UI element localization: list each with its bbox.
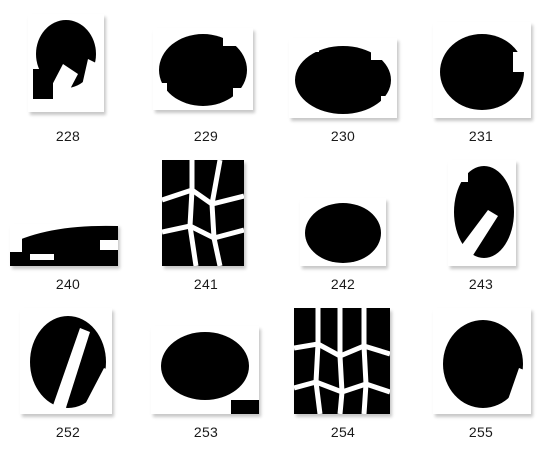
file-item[interactable]: 231 bbox=[418, 10, 544, 156]
file-name: 252 bbox=[55, 424, 81, 440]
thumbnail-image bbox=[151, 326, 259, 414]
file-name: 231 bbox=[468, 128, 494, 144]
thumbnail-image bbox=[153, 28, 253, 110]
thumbnail-image bbox=[162, 160, 244, 266]
file-item[interactable]: 241 bbox=[143, 158, 269, 304]
file-name: 229 bbox=[193, 128, 219, 144]
thumbnail-image bbox=[300, 198, 386, 266]
thumbnail-image bbox=[433, 308, 531, 414]
file-name: 255 bbox=[468, 424, 494, 440]
thumbnail-image bbox=[294, 308, 390, 414]
thumbnail-image bbox=[289, 38, 397, 118]
file-item[interactable]: 242 bbox=[280, 158, 406, 304]
file-item[interactable]: 254 bbox=[280, 306, 406, 452]
thumbnail-image bbox=[28, 14, 104, 112]
thumbnail-image bbox=[10, 224, 118, 266]
file-name: 240 bbox=[55, 276, 81, 292]
file-name: 230 bbox=[330, 128, 356, 144]
thumbnail-image bbox=[20, 308, 112, 414]
file-name: 242 bbox=[330, 276, 356, 292]
file-item[interactable]: 228 bbox=[5, 10, 131, 156]
file-name: 254 bbox=[330, 424, 356, 440]
thumbnail-image bbox=[433, 22, 531, 118]
file-item[interactable]: 255 bbox=[418, 306, 544, 452]
file-item[interactable]: 230 bbox=[280, 10, 406, 156]
file-name: 253 bbox=[193, 424, 219, 440]
file-item[interactable]: 229 bbox=[143, 10, 269, 156]
file-name: 228 bbox=[55, 128, 81, 144]
file-name: 241 bbox=[193, 276, 219, 292]
file-item[interactable]: 243 bbox=[418, 158, 544, 304]
file-name: 243 bbox=[468, 276, 494, 292]
file-item[interactable]: 252 bbox=[5, 306, 131, 452]
thumbnail-image bbox=[448, 160, 516, 266]
file-item[interactable]: 253 bbox=[143, 306, 269, 452]
file-item[interactable]: 240 bbox=[5, 158, 131, 304]
